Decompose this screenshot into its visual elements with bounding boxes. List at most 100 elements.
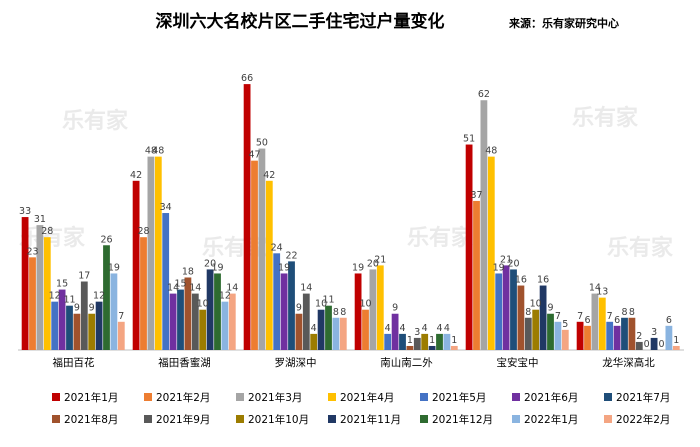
data-label: 6	[666, 315, 672, 326]
bar	[251, 160, 258, 350]
bar	[191, 293, 199, 350]
bar	[29, 257, 36, 350]
data-label: 51	[463, 134, 475, 145]
data-label: 16	[537, 275, 549, 286]
watermark-text: 乐有家	[62, 108, 129, 134]
bar	[465, 144, 473, 350]
legend-label: 2021年5月	[432, 391, 486, 404]
data-label: 14	[589, 283, 601, 294]
data-label: 20	[367, 258, 379, 269]
chart-title: 深圳六大名校片区二手住宅过户量变化	[156, 11, 445, 32]
data-label: 19	[211, 262, 223, 273]
legend-swatch	[144, 393, 152, 401]
bar	[362, 309, 369, 350]
bar	[665, 325, 673, 350]
watermark-text: 乐有家	[572, 105, 639, 131]
bar	[199, 309, 207, 350]
data-label: 20	[204, 258, 216, 269]
bar	[184, 277, 192, 350]
bar	[628, 317, 636, 350]
legend-label: 2021年6月	[524, 391, 578, 404]
legend-swatch	[420, 415, 428, 423]
data-label: 12	[49, 291, 61, 302]
data-label: 6	[584, 315, 590, 326]
data-labels-layer: 3323312812151191791226197422848483414151…	[19, 73, 679, 350]
bar	[547, 313, 554, 350]
category-label: 南山南二外	[380, 356, 433, 369]
bar	[532, 309, 540, 350]
data-label: 14	[189, 283, 201, 294]
bar	[450, 345, 458, 350]
bar	[80, 281, 88, 350]
legend-swatch	[328, 415, 336, 423]
category-label: 罗湖深中	[275, 356, 317, 369]
bar	[36, 225, 44, 350]
data-label: 13	[596, 287, 608, 298]
data-label: 1	[673, 335, 679, 346]
bar	[221, 301, 229, 350]
legend-swatch	[52, 393, 60, 401]
bar	[406, 345, 414, 350]
watermark-text: 乐有家	[19, 225, 86, 251]
data-label: 21	[374, 254, 386, 265]
legend-label: 2021年11月	[340, 413, 401, 426]
data-label: 31	[34, 214, 46, 225]
data-label: 12	[219, 291, 231, 302]
data-label: 14	[300, 283, 312, 294]
bar	[295, 313, 303, 350]
bar	[325, 305, 332, 350]
data-label: 1	[451, 335, 457, 346]
legend-label: 2021年1月	[64, 391, 118, 404]
bar	[495, 273, 503, 350]
legend-swatch	[52, 415, 60, 423]
data-label: 3	[651, 327, 657, 338]
data-label: 10	[197, 299, 209, 310]
data-label: 8	[525, 307, 531, 318]
bar	[21, 217, 29, 350]
data-label: 19	[278, 262, 290, 273]
data-label: 19	[493, 262, 505, 273]
data-label: 4	[422, 323, 428, 334]
bar	[598, 297, 606, 350]
legend-swatch	[328, 393, 336, 401]
category-label: 福田百花	[53, 356, 95, 369]
data-label: 48	[485, 146, 497, 157]
bar	[332, 317, 340, 350]
bar	[650, 337, 658, 350]
data-label: 1	[429, 335, 435, 346]
bar	[584, 325, 591, 350]
data-label: 28	[41, 226, 53, 237]
bar	[524, 317, 532, 350]
data-label: 47	[248, 150, 260, 161]
bar	[169, 293, 177, 350]
bar	[95, 301, 103, 350]
data-label: 21	[500, 254, 512, 265]
data-label: 8	[333, 307, 339, 318]
data-label: 8	[629, 307, 635, 318]
data-label: 19	[108, 262, 120, 273]
legend-swatch	[144, 415, 152, 423]
bar	[539, 285, 547, 350]
data-label: 42	[263, 170, 275, 181]
bar	[621, 317, 628, 350]
bar	[672, 345, 680, 350]
data-label: 15	[174, 279, 186, 290]
data-label: 2	[636, 331, 642, 342]
data-label: 9	[547, 303, 553, 314]
bars-layer	[21, 84, 680, 351]
legend-swatch	[236, 393, 244, 401]
category-label: 宝安宝中	[497, 356, 539, 369]
data-label: 34	[160, 202, 172, 213]
data-label: 37	[470, 190, 482, 201]
data-label: 48	[145, 146, 157, 157]
data-label: 50	[256, 138, 268, 149]
bar	[369, 269, 377, 350]
legend-label: 2021年9月	[156, 413, 210, 426]
bar	[436, 333, 443, 350]
bar	[561, 329, 569, 350]
legend-swatch	[236, 415, 244, 423]
category-label: 福田香蜜湖	[158, 356, 211, 369]
bar	[288, 261, 295, 350]
data-label: 28	[137, 226, 149, 237]
bar	[443, 333, 451, 350]
